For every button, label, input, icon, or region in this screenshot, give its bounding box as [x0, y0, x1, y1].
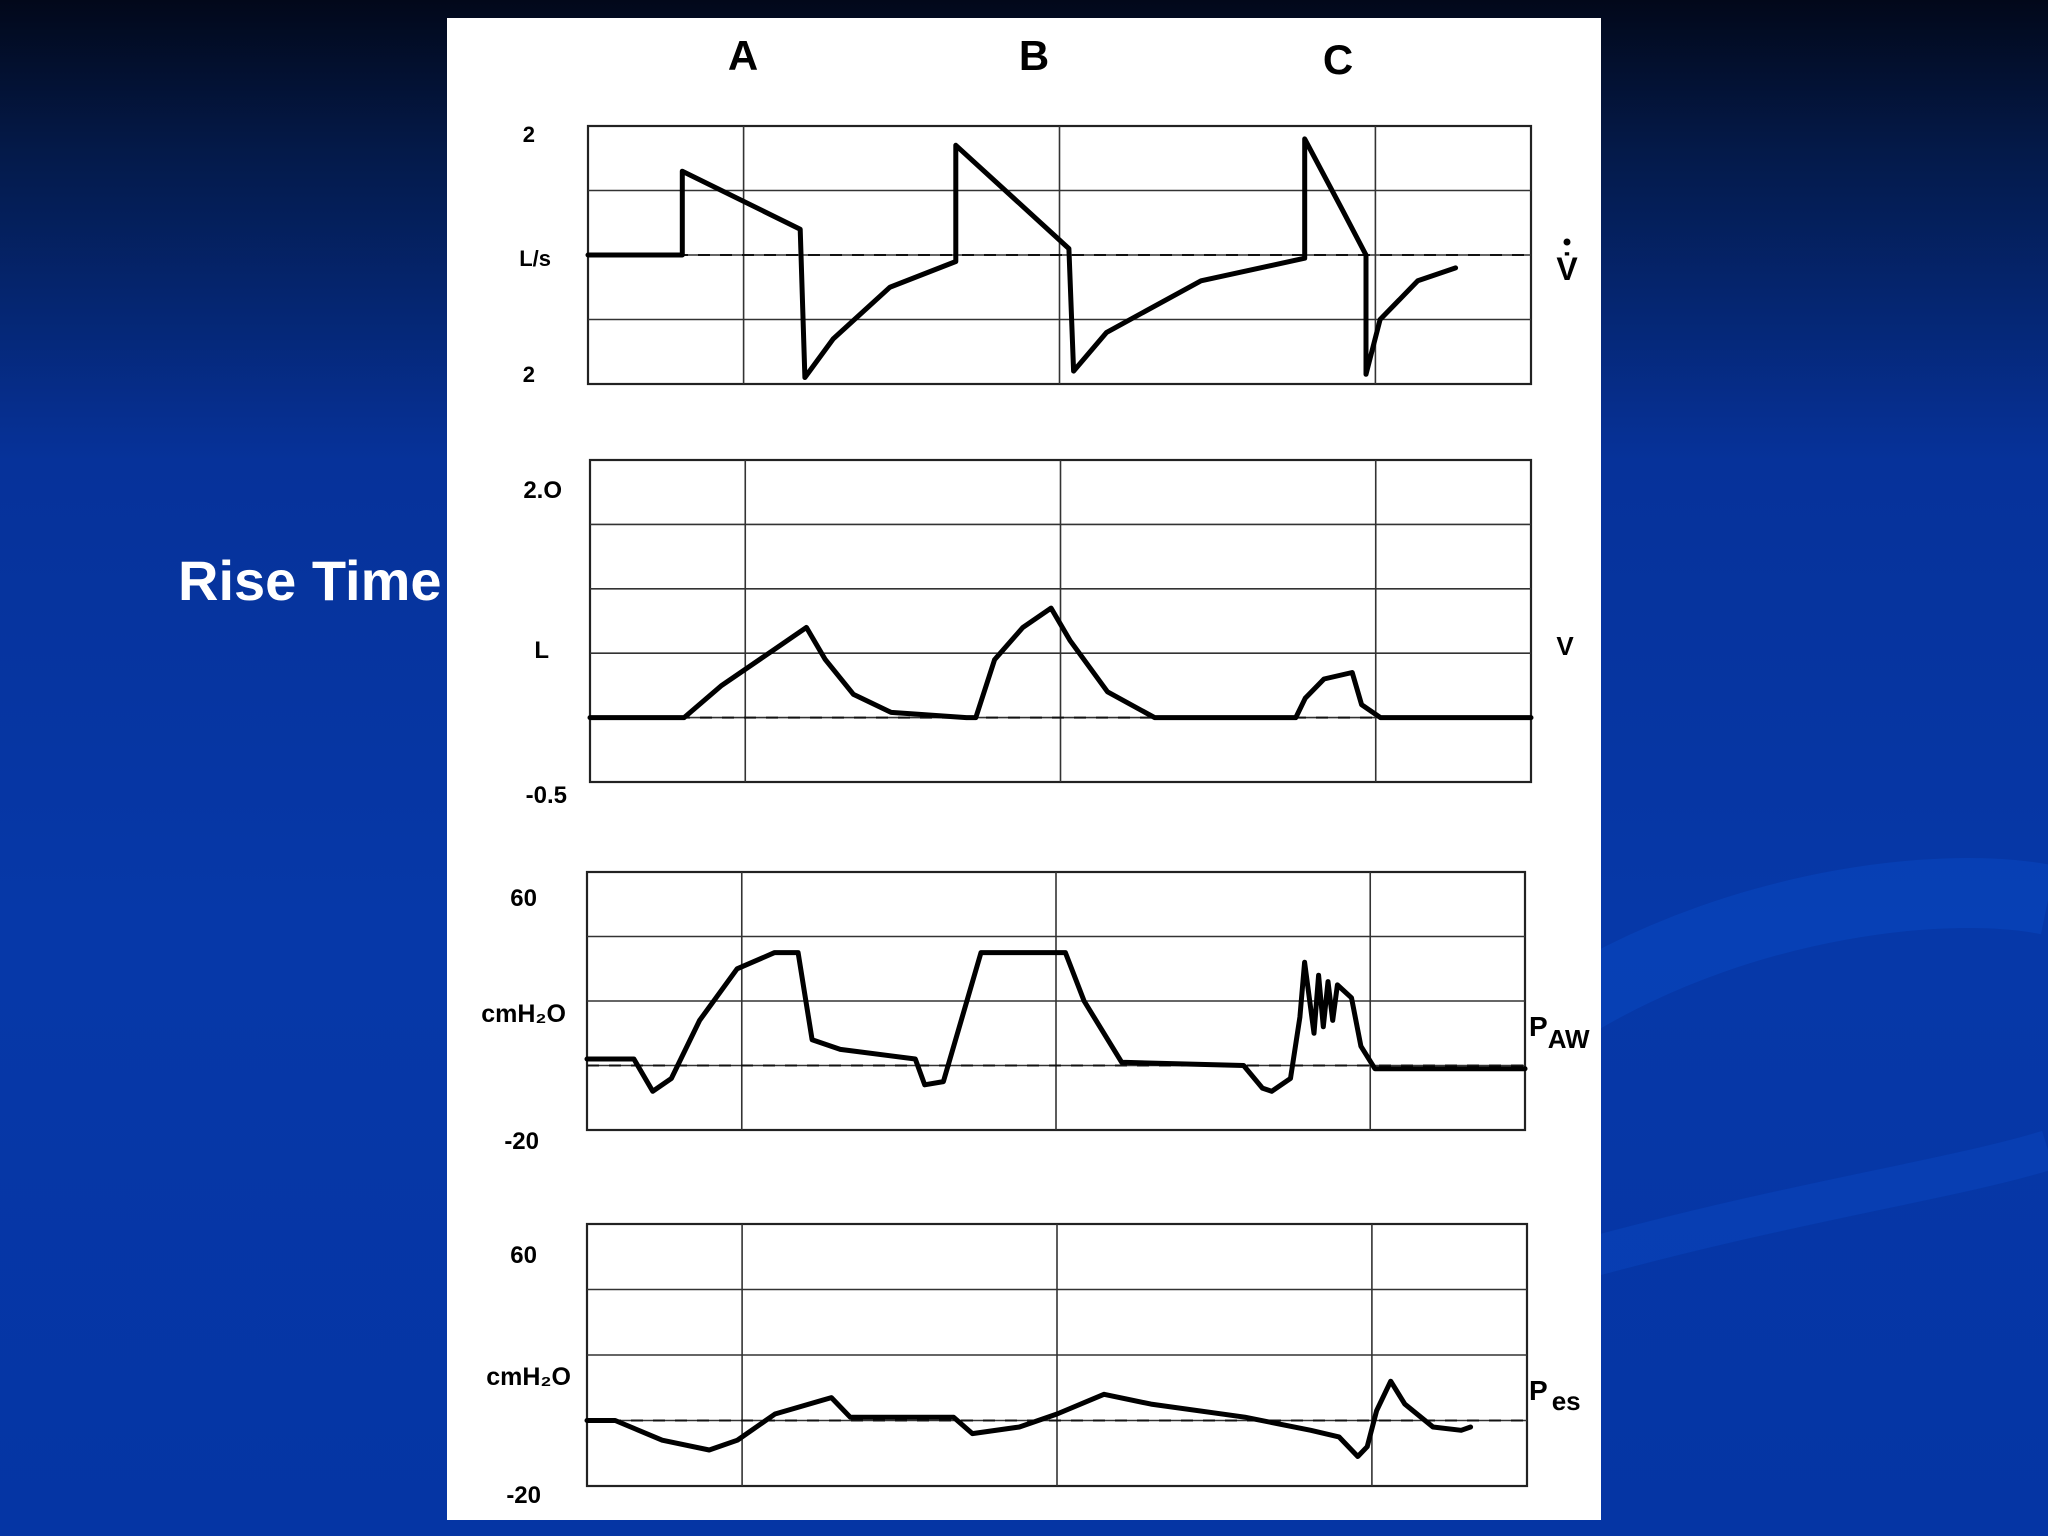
paw-series-name: PAW — [1529, 1011, 1590, 1054]
panel-volume: 2.O L -0.5 V — [523, 477, 1574, 809]
volume-tick-top: 2.O — [523, 477, 562, 504]
flow-ylabel: L/s — [519, 246, 551, 271]
volume-series-name: V — [1556, 631, 1574, 661]
volume-tick-bottom: -0.5 — [526, 782, 567, 809]
pes-plot — [584, 1222, 1529, 1488]
pes-tick-top: 60 — [510, 1242, 537, 1269]
volume-ylabel: L — [534, 637, 549, 664]
pes-trace — [584, 1378, 1474, 1459]
flow-tick-top: 2 — [523, 122, 535, 147]
flow-series-name: V̇ — [1556, 251, 1578, 287]
column-label-c: C — [1323, 36, 1353, 83]
flow-tick-bottom: 2 — [523, 362, 535, 387]
paw-trace — [584, 950, 1528, 1094]
flow-dot-mark — [1563, 238, 1571, 246]
panel-paw: 60 cmH₂O -20 PAW — [481, 885, 1590, 1155]
volume-trace — [587, 605, 1534, 721]
column-label-b: B — [1019, 32, 1049, 79]
paw-ylabel: cmH₂O — [481, 1000, 566, 1028]
slide-title: Rise Time — [178, 549, 442, 612]
paw-tick-bottom: -20 — [504, 1128, 539, 1155]
panel-flow: 2 L/s 2 V̇ — [519, 122, 1578, 387]
paw-plot — [584, 870, 1528, 1132]
waveform-figure: A B C 2 L/s 2 V̇ 2.O L -0.5 V 60 cmH₂O -… — [447, 18, 1601, 1520]
flow-trace — [585, 136, 1459, 380]
pes-tick-bottom: -20 — [506, 1482, 541, 1509]
waveform-chart: A B C 2 L/s 2 V̇ 2.O L -0.5 V 60 cmH₂O -… — [481, 32, 1590, 1509]
paw-tick-top: 60 — [510, 885, 537, 912]
volume-plot — [587, 458, 1534, 784]
column-label-a: A — [728, 32, 758, 79]
pes-ylabel: cmH₂O — [486, 1363, 571, 1391]
flow-plot — [585, 124, 1533, 386]
